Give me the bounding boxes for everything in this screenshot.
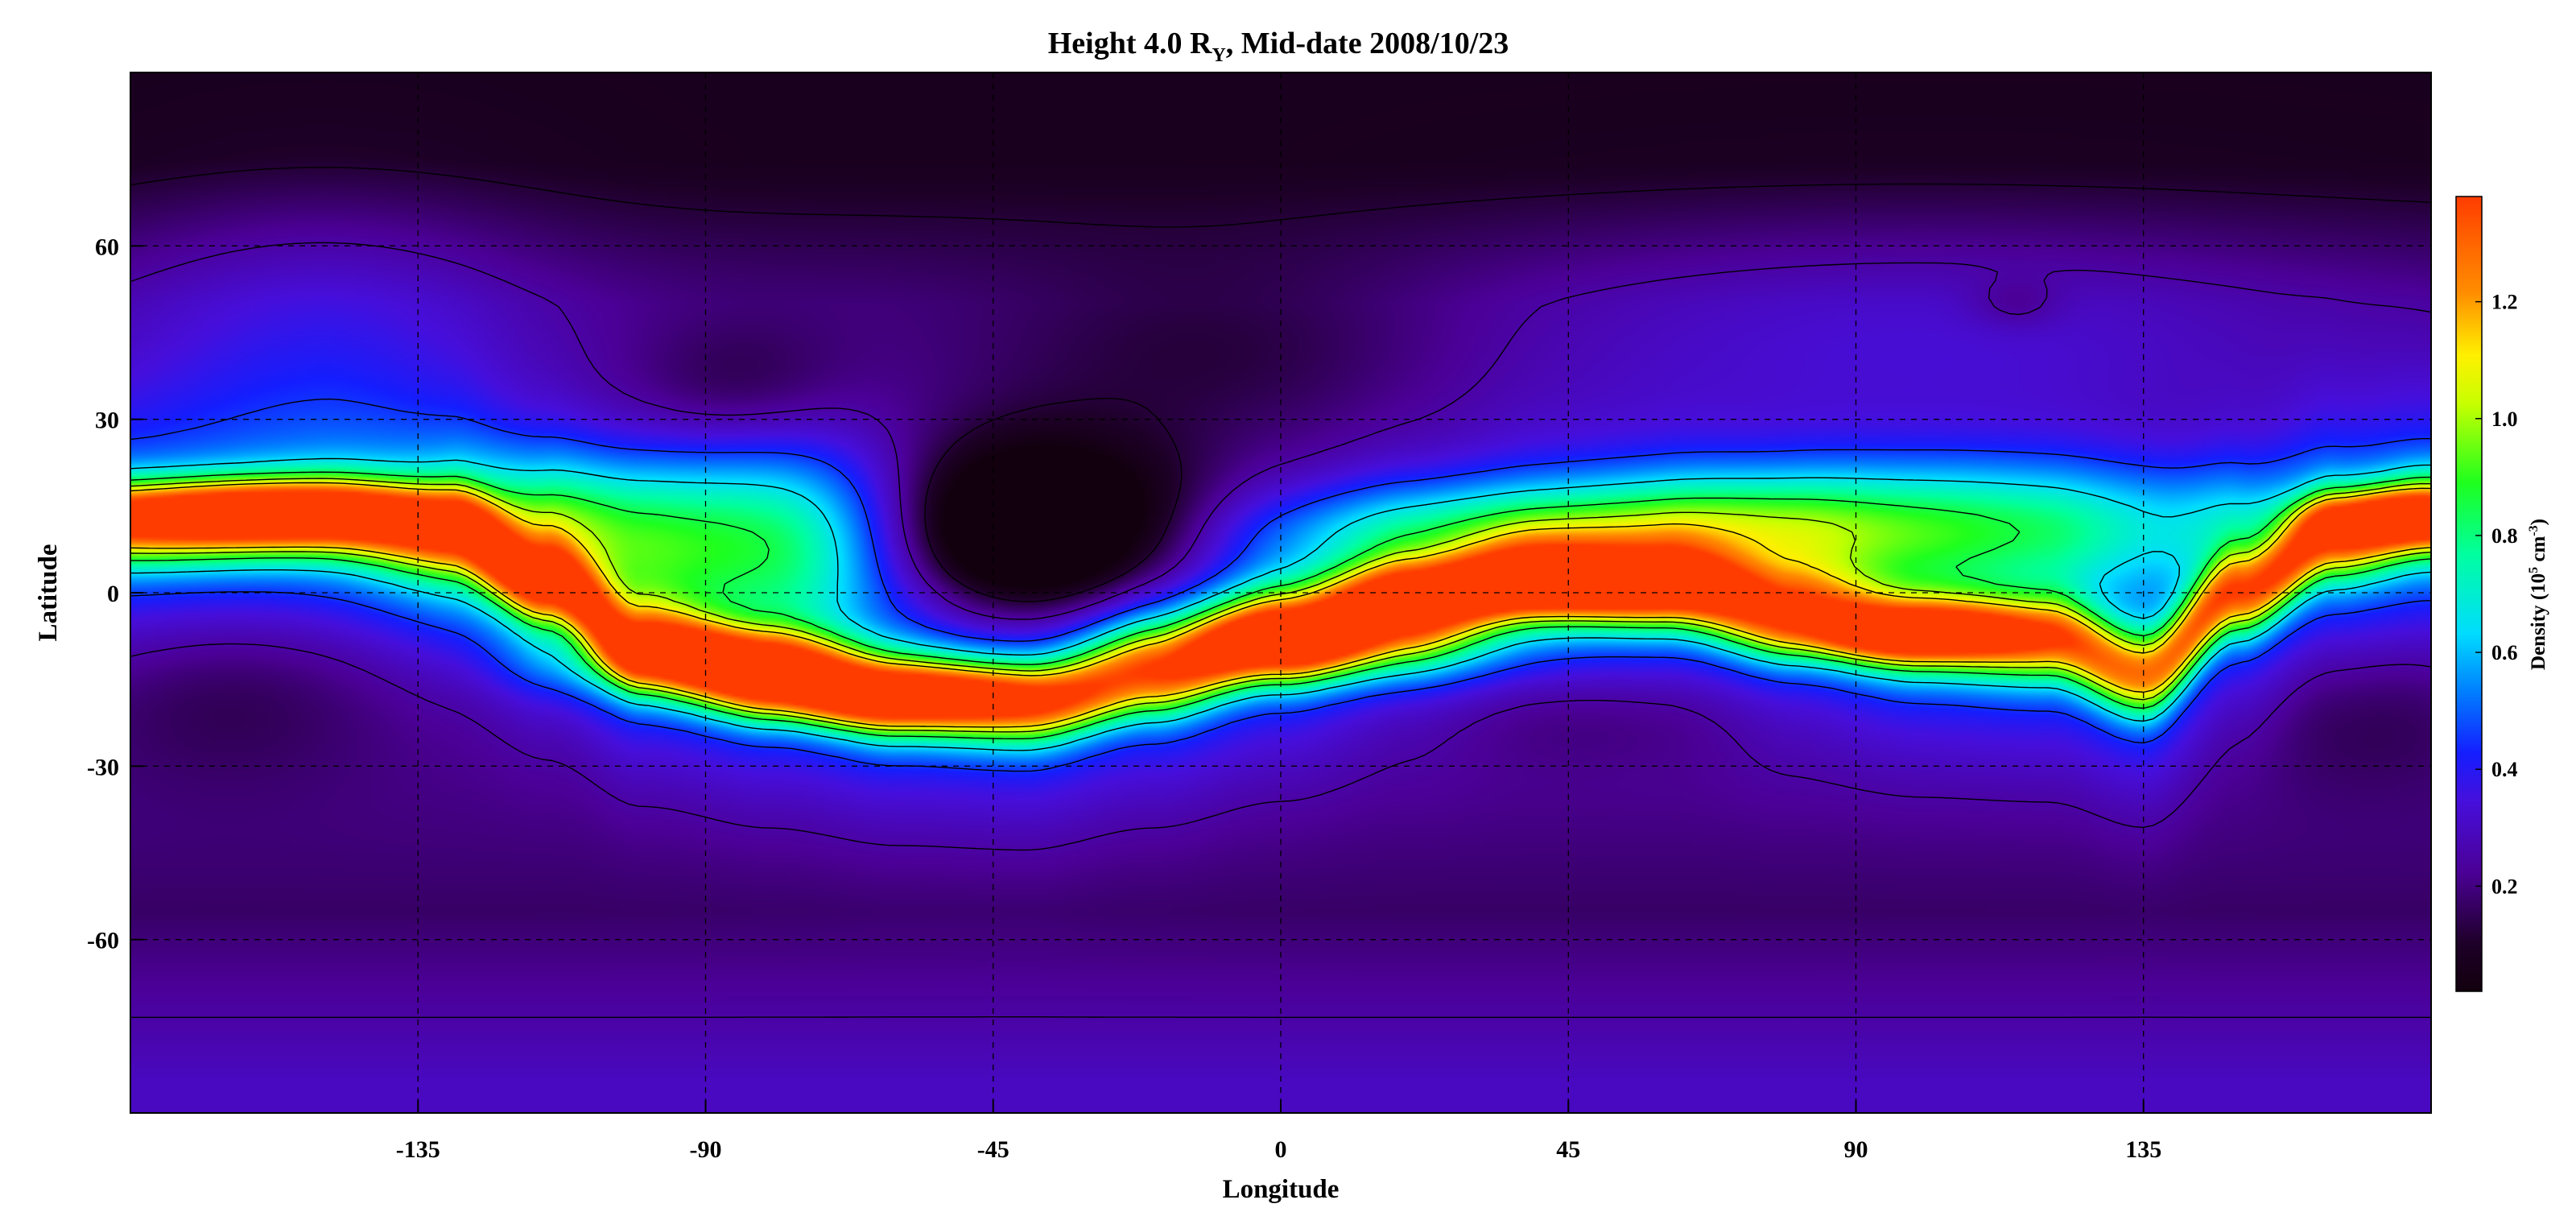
y-tick-label-1: -30 (87, 754, 119, 780)
contour-line-5 (130, 478, 2432, 733)
x-axis-ticks: -135 -90 -45 0 45 90 135 (396, 1100, 2161, 1163)
y-axis-label: Latitude (34, 544, 63, 641)
contour-line-1 (130, 242, 2432, 1018)
grid-lines (130, 72, 2431, 1113)
colorbar (2455, 196, 2483, 992)
y-tick-label-0: -60 (87, 928, 119, 954)
x-tick-label-4: 45 (1556, 1136, 1580, 1163)
contour-line-3 (130, 457, 2432, 751)
contour-line-6 (130, 482, 2432, 728)
colorbar-ticks: 0.2 0.4 0.6 0.8 1.0 1.2 (2475, 291, 2518, 898)
x-axis-label: Longitude (1223, 1175, 1340, 1204)
x-tick-label-2: -45 (977, 1136, 1009, 1163)
contour-line-2 (130, 398, 2432, 772)
contour-lines (130, 167, 2432, 1018)
colorbar-tick-label-3: 0.8 (2491, 524, 2518, 548)
y-tick-label-2: 0 (107, 581, 119, 607)
colorbar-tick-label-5: 1.2 (2491, 291, 2518, 314)
x-tick-label-0: -135 (396, 1136, 440, 1163)
colorbar-tick-label-1: 0.4 (2491, 758, 2518, 781)
x-tick-label-5: 90 (1844, 1136, 1868, 1163)
y-tick-label-4: 60 (95, 234, 119, 260)
y-axis-ticks: -60 -30 0 30 60 (87, 234, 143, 954)
x-tick-label-6: 135 (2125, 1136, 2161, 1163)
colorbar-label: Density (105 cm-3) (2527, 519, 2549, 670)
chart-title: Height 4.0 RY, Mid-date 2008/10/23 (1048, 27, 1509, 66)
colorbar-tick-label-2: 0.6 (2491, 641, 2518, 664)
colorbar-tick-label-0: 0.2 (2491, 875, 2518, 898)
contour-line-0 (130, 167, 2432, 602)
contour-line-4 (130, 471, 2432, 739)
colorbar-tick-label-4: 1.0 (2491, 407, 2518, 431)
x-tick-label-3: 0 (1275, 1136, 1287, 1163)
x-tick-label-1: -90 (690, 1136, 722, 1163)
y-tick-label-3: 30 (95, 407, 119, 434)
